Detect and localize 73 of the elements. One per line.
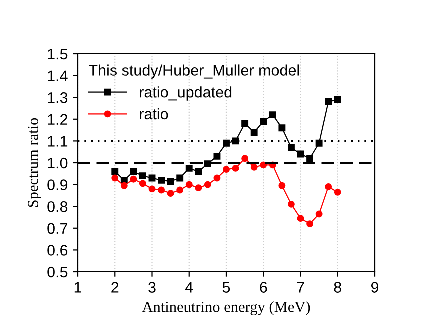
point [158, 186, 166, 194]
point [306, 220, 314, 228]
point [167, 178, 174, 186]
y-tick-label: 1.1 [48, 136, 68, 147]
point [316, 140, 323, 147]
y-tick-label: 0.5 [48, 266, 68, 278]
point [232, 138, 240, 145]
point [269, 112, 276, 119]
y-tick-label: 1.2 [48, 114, 68, 125]
x-tick-label: 7 [297, 282, 304, 293]
point [325, 184, 332, 190]
x-tick-label: 3 [148, 282, 156, 293]
point [139, 172, 146, 180]
point [306, 155, 314, 162]
point [130, 168, 138, 176]
point [158, 176, 166, 184]
x-tick-label: 2 [112, 282, 119, 293]
point [278, 124, 286, 132]
point [223, 166, 230, 174]
y-tick-label: 0.7 [48, 223, 68, 234]
point [195, 184, 202, 192]
point [260, 162, 268, 169]
y-tick-label: 1.3 [48, 92, 68, 104]
point [288, 144, 295, 152]
x-tick-label: 6 [260, 282, 268, 293]
point [214, 174, 221, 182]
x-tick-label: 9 [371, 282, 379, 293]
point [334, 188, 342, 196]
legend-title: This study/Huber_Muller model [89, 64, 300, 79]
point [232, 164, 240, 172]
point [204, 160, 212, 168]
point [130, 176, 138, 183]
point [167, 190, 174, 197]
y-tick-label: 0.9 [48, 180, 68, 190]
y-tick-label: 0.8 [48, 201, 68, 212]
point [242, 155, 249, 162]
point [148, 186, 156, 193]
y-tick-label: 1.4 [48, 70, 68, 82]
x-tick-label: 8 [334, 282, 342, 293]
point [288, 200, 295, 208]
point [186, 181, 193, 188]
point [176, 174, 184, 182]
point [112, 168, 119, 176]
point [260, 118, 268, 126]
point [297, 215, 304, 222]
x-axis-title: Antineutrino energy (MeV) [142, 302, 310, 316]
point [316, 210, 323, 218]
point [214, 152, 221, 160]
point [297, 150, 304, 158]
x-tick-label: 5 [222, 282, 230, 293]
legend-label: ratio [140, 108, 168, 120]
x-tick-label: 4 [185, 282, 194, 293]
x-tick-label: 1 [74, 282, 82, 293]
y-tick-label: 1.5 [48, 49, 68, 60]
point [176, 186, 184, 194]
y-tick-label: 0.6 [48, 245, 68, 256]
y-axis-title: Spectrum ratio [28, 118, 42, 208]
point [186, 164, 193, 172]
point [223, 140, 230, 147]
point [242, 120, 249, 128]
point [148, 174, 156, 182]
point [334, 96, 342, 104]
point [195, 168, 202, 176]
point [325, 98, 332, 106]
point [112, 174, 119, 182]
point [278, 182, 286, 190]
point [139, 180, 146, 188]
legend-label: ratio_updated [140, 86, 232, 101]
y-tick-label: 1.0 [48, 158, 68, 169]
point [204, 181, 212, 188]
point [120, 182, 128, 190]
point [250, 164, 258, 171]
point [250, 129, 258, 136]
